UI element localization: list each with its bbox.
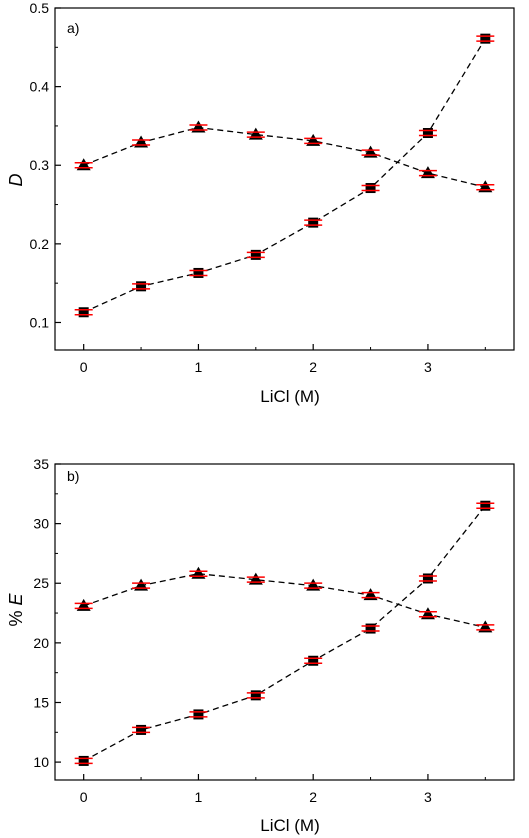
y-tick-label: 0.5 [30, 0, 50, 16]
panel-a: a) LiCl (M) D 0 1 2 3 0.1 0.2 0.3 0.4 0.5 [6, 0, 515, 406]
data-point [361, 183, 380, 194]
square-marker [365, 623, 376, 634]
y-tick-label: 0.4 [30, 79, 50, 95]
data-point [361, 145, 380, 158]
square-marker [480, 500, 491, 511]
y-tick-label: 20 [33, 635, 49, 651]
x-tick-label: 1 [195, 359, 203, 375]
data-point [361, 588, 380, 601]
series-line [83, 505, 486, 762]
square-marker [136, 281, 147, 292]
square-marker [136, 724, 147, 735]
square-marker [193, 709, 204, 720]
data-point [132, 135, 151, 148]
data-point [246, 572, 265, 585]
y-axis-label-prefix: % [6, 606, 26, 627]
data-point [418, 607, 437, 620]
data-point [74, 598, 93, 611]
series-line [83, 126, 486, 188]
data-point [476, 33, 495, 44]
y-tick-label: 15 [33, 694, 49, 710]
data-point [361, 623, 380, 634]
x-tick-label: 3 [424, 789, 432, 805]
data-point [476, 620, 495, 633]
square-marker [480, 33, 491, 44]
data-point [304, 578, 323, 591]
data-point [132, 724, 151, 735]
data-point [304, 133, 323, 146]
square-marker [308, 655, 319, 666]
data-point [74, 307, 93, 318]
y-tick-label: 25 [33, 575, 49, 591]
x-tick-label: 1 [195, 789, 203, 805]
y-axis-label: D [6, 174, 26, 187]
data-point [74, 755, 93, 766]
data-point [418, 128, 437, 139]
data-point [74, 158, 93, 171]
x-tick-label: 2 [309, 359, 317, 375]
plot-frame [54, 463, 515, 781]
y-tick-label: 0.3 [30, 157, 50, 173]
x-axis-label: LiCl (M) [260, 816, 320, 835]
x-tick-label: 2 [309, 789, 317, 805]
square-marker [193, 267, 204, 278]
y-tick-label: 30 [33, 516, 49, 532]
data-point [189, 709, 208, 720]
y-tick-label: 0.2 [30, 236, 50, 252]
square-marker [422, 128, 433, 139]
square-marker [422, 573, 433, 584]
data-point [189, 120, 208, 133]
data-point [132, 281, 151, 292]
data-point [246, 127, 265, 140]
data-point [304, 217, 323, 228]
x-axis-label: LiCl (M) [260, 387, 320, 406]
data-point [418, 166, 437, 179]
x-tick-label: 0 [80, 359, 88, 375]
series-line [83, 573, 486, 628]
square-marker [308, 217, 319, 228]
plot-frame [54, 7, 515, 351]
data-point [304, 655, 323, 666]
x-tick-label: 0 [80, 789, 88, 805]
data-point [189, 267, 208, 278]
y-tick-label: 35 [33, 456, 49, 472]
y-tick-label: 10 [33, 754, 49, 770]
data-point [476, 500, 495, 511]
square-marker [78, 307, 89, 318]
y-tick-label: 0.1 [30, 314, 50, 330]
data-point [132, 578, 151, 591]
panel-label: a) [67, 20, 79, 36]
y-axis-label: % E [6, 593, 26, 627]
x-tick-label: 3 [424, 359, 432, 375]
square-marker [78, 755, 89, 766]
y-axis-label-symbol: E [6, 593, 26, 606]
data-point [246, 249, 265, 260]
square-marker [365, 183, 376, 194]
panel-b: b) LiCl (M) % E 0 1 2 3 10 15 20 25 30 35 [6, 456, 515, 835]
square-marker [250, 690, 261, 701]
data-point [246, 690, 265, 701]
data-point [476, 180, 495, 193]
series-line [83, 38, 486, 313]
data-point [418, 573, 437, 584]
data-point [189, 566, 208, 579]
panel-label: b) [67, 468, 79, 484]
square-marker [250, 249, 261, 260]
